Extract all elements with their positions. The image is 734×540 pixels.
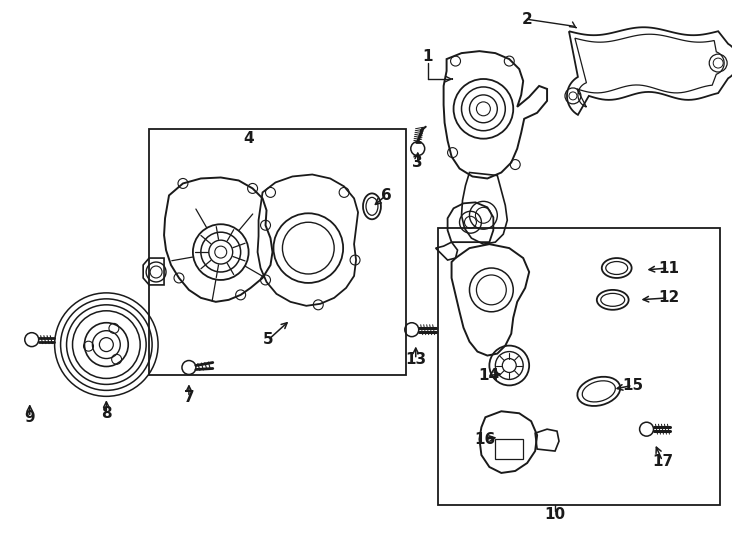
Text: 6: 6 [380, 188, 391, 203]
Text: 13: 13 [405, 352, 426, 367]
Text: 16: 16 [475, 431, 496, 447]
Text: 7: 7 [184, 390, 195, 405]
Bar [495, 439, 523, 459]
Text: 3: 3 [413, 155, 423, 170]
Text: 17: 17 [652, 454, 673, 469]
Text: 11: 11 [658, 260, 679, 275]
Text: 10: 10 [545, 507, 566, 522]
Text: 1: 1 [423, 49, 433, 64]
Text: 5: 5 [264, 332, 274, 347]
Text: 2: 2 [522, 12, 533, 27]
Text: 14: 14 [479, 368, 500, 383]
Bar [149, 129, 406, 375]
Text: 4: 4 [243, 131, 254, 146]
Text: 9: 9 [24, 410, 35, 425]
Text: 15: 15 [622, 378, 643, 393]
Bar [437, 228, 720, 505]
Text: 12: 12 [658, 291, 679, 305]
Text: 8: 8 [101, 406, 112, 421]
